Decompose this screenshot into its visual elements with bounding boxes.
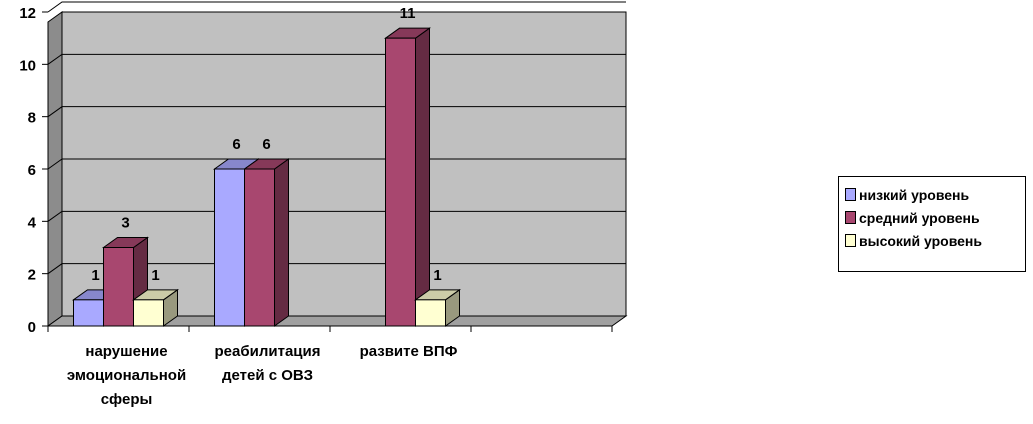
gridline xyxy=(47,210,626,222)
legend-label-high: высокий уровень xyxy=(859,232,982,249)
data-label: 6 xyxy=(232,136,240,153)
bar xyxy=(242,158,291,327)
data-label: 3 xyxy=(121,215,129,232)
x-tick-label: реабилитация детей с ОВЗ xyxy=(188,340,348,388)
y-tick-label: 6 xyxy=(28,162,36,179)
legend-item-low: низкий уровень xyxy=(845,183,1019,206)
gridline xyxy=(47,263,626,275)
bar-front xyxy=(244,168,275,327)
legend-item-high: высокий уровень xyxy=(845,229,1019,252)
x-tick-label-line: реабилитация xyxy=(214,343,321,360)
legend-label-medium: средний уровень xyxy=(859,209,980,226)
gridline xyxy=(47,53,626,65)
gridline xyxy=(47,158,626,170)
x-tick-label: нарушение эмоциональной сферы xyxy=(47,340,207,412)
bar-front xyxy=(214,168,245,327)
legend-label-low: низкий уровень xyxy=(859,186,970,203)
gridlines xyxy=(47,1,626,275)
legend-swatch-low xyxy=(845,188,856,201)
y-tick-label: 2 xyxy=(28,267,36,284)
y-tick-label: 4 xyxy=(28,214,37,231)
data-label: 6 xyxy=(262,136,270,153)
x-tick-label-line: детей с ОВЗ xyxy=(222,367,313,384)
bar-front xyxy=(103,247,134,327)
bars xyxy=(71,27,462,327)
bar-front xyxy=(73,299,104,327)
legend: низкий уровень средний уровень высокий у… xyxy=(838,176,1026,272)
data-label: 1 xyxy=(91,267,99,284)
x-tick-label-line: развите ВПФ xyxy=(359,343,458,360)
bar-side xyxy=(274,158,289,327)
data-label: 1 xyxy=(151,267,159,284)
y-tick-labels: 0 2 4 6 8 10 12 xyxy=(19,5,36,336)
bar-side xyxy=(415,27,430,327)
x-tick-label-line: эмоциональной xyxy=(66,367,187,384)
bar-front xyxy=(415,299,446,327)
bar-front xyxy=(133,299,164,327)
x-tick-label: развите ВПФ xyxy=(329,340,489,364)
bar xyxy=(131,288,180,327)
data-label: 1 xyxy=(433,267,441,284)
gridline xyxy=(47,106,626,118)
legend-item-medium: средний уровень xyxy=(845,206,1019,229)
bar xyxy=(383,27,432,327)
legend-swatch-medium xyxy=(845,211,856,224)
y-tick-label: 10 xyxy=(19,57,36,74)
y-tick-label: 12 xyxy=(19,5,36,22)
legend-swatch-high xyxy=(845,234,856,247)
x-tick-label-line: нарушение xyxy=(85,343,168,360)
bar xyxy=(413,288,462,327)
gridline xyxy=(47,1,626,13)
y-tick-label: 0 xyxy=(28,319,36,336)
y-tick-label: 8 xyxy=(28,110,36,127)
x-tick-label-line: сферы xyxy=(100,391,153,408)
bar-front xyxy=(385,37,416,327)
data-label: 11 xyxy=(400,5,416,22)
